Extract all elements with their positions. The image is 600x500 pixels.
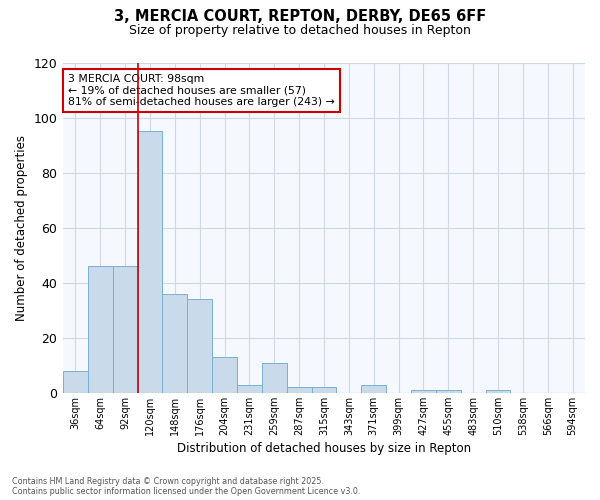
Bar (411, 390, 436, 393)
Bar (187, 300, 212, 393)
Bar (262, 362, 287, 393)
Bar (212, 357, 237, 393)
Text: Contains HM Land Registry data © Crown copyright and database right 2025.
Contai: Contains HM Land Registry data © Crown c… (12, 476, 361, 496)
Text: Size of property relative to detached houses in Repton: Size of property relative to detached ho… (129, 24, 471, 37)
Bar (63, 371, 88, 393)
Bar (485, 390, 511, 393)
Bar (361, 384, 386, 393)
Bar (137, 132, 163, 393)
Y-axis label: Number of detached properties: Number of detached properties (15, 134, 28, 320)
Text: 3, MERCIA COURT, REPTON, DERBY, DE65 6FF: 3, MERCIA COURT, REPTON, DERBY, DE65 6FF (114, 9, 486, 24)
Bar (287, 388, 311, 393)
X-axis label: Distribution of detached houses by size in Repton: Distribution of detached houses by size … (177, 442, 471, 455)
Text: 3 MERCIA COURT: 98sqm
← 19% of detached houses are smaller (57)
81% of semi-deta: 3 MERCIA COURT: 98sqm ← 19% of detached … (68, 74, 335, 108)
Bar (436, 390, 461, 393)
Bar (311, 388, 337, 393)
Bar (163, 294, 187, 393)
Bar (237, 384, 262, 393)
Bar (113, 266, 137, 393)
Bar (88, 266, 113, 393)
